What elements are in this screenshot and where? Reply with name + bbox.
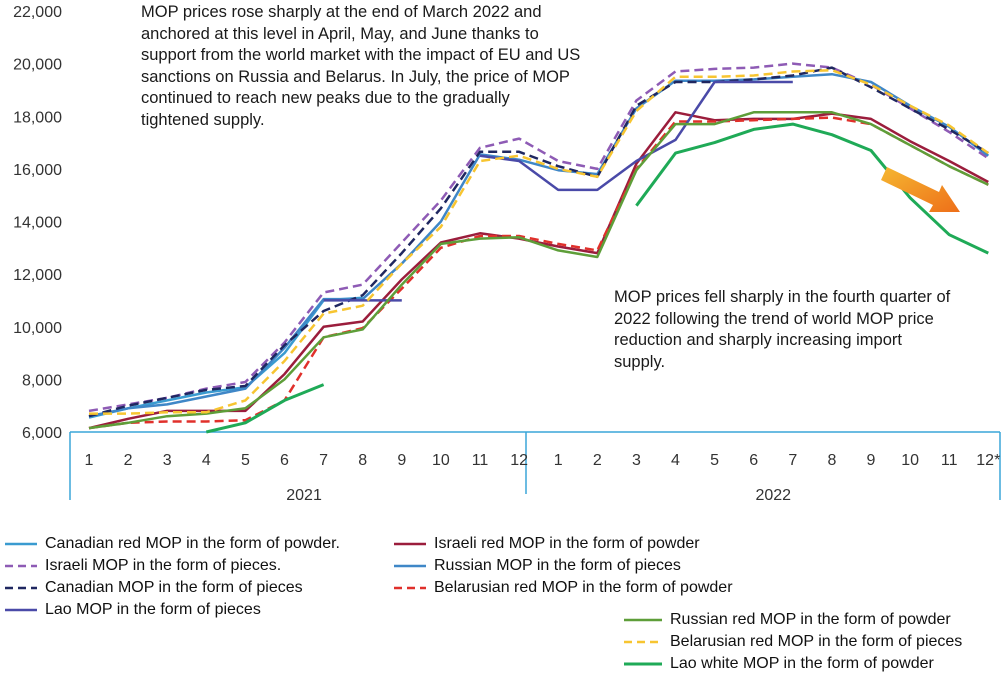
legend-label: Lao MOP in the form of pieces <box>45 601 261 618</box>
series-segment <box>88 72 990 418</box>
legend-item: Belarusian red MOP in the form of pieces <box>624 632 962 652</box>
year-label: 2021 <box>286 487 322 504</box>
annotation-fall: MOP prices fell sharply in the fourth qu… <box>614 288 951 371</box>
series-line <box>88 116 989 430</box>
x-tick-label: 9 <box>397 452 406 469</box>
y-tick-label: 6,000 <box>22 425 62 442</box>
legend-swatch <box>624 618 662 622</box>
series-segment <box>88 116 989 430</box>
arrow-icon <box>881 167 960 212</box>
x-tick-label: 3 <box>632 452 641 469</box>
legend-swatch <box>624 640 662 644</box>
legend-label: Canadian red MOP in the form of powder. <box>45 535 340 552</box>
series-segment <box>205 383 325 434</box>
x-tick-label: 6 <box>280 452 289 469</box>
series-segment <box>88 111 989 430</box>
x-tick-label: 8 <box>358 452 367 469</box>
legend-swatch <box>5 608 37 612</box>
series-segment <box>88 62 989 413</box>
legend-label: Israeli red MOP in the form of powder <box>434 535 700 552</box>
legend-item: Belarusian red MOP in the form of powder <box>394 578 733 598</box>
x-tick-label: 1 <box>85 452 94 469</box>
series-segment <box>635 122 989 255</box>
x-tick-label: 5 <box>241 452 250 469</box>
x-tick-label: 10 <box>901 452 919 469</box>
series-line <box>88 62 989 413</box>
y-tick-label: 22,000 <box>13 4 62 21</box>
legend-label: Russian MOP in the form of pieces <box>434 557 681 574</box>
legend-item: Canadian red MOP in the form of powder. <box>5 534 340 554</box>
x-tick-label: 12 <box>510 452 528 469</box>
series-line <box>88 72 990 418</box>
y-tick-label: 16,000 <box>13 162 62 179</box>
legend-label: Belarusian red MOP in the form of powder <box>434 579 733 596</box>
legend-item: Israeli MOP in the form of pieces. <box>5 556 281 576</box>
x-tick-label: 8 <box>827 452 836 469</box>
legend-swatch <box>624 662 662 666</box>
x-tick-label: 2 <box>124 452 133 469</box>
x-tick-label: 4 <box>671 452 680 469</box>
x-tick-label: 1 <box>554 452 563 469</box>
annotation-rise: MOP prices rose sharply at the end of Ma… <box>141 3 581 129</box>
legend-item: Russian MOP in the form of pieces <box>394 556 681 576</box>
y-tick-label: 20,000 <box>13 57 62 74</box>
series-segment <box>89 68 990 415</box>
legend-item: Lao MOP in the form of pieces <box>5 600 261 620</box>
series-line <box>205 122 989 434</box>
legend-label: Belarusian red MOP in the form of pieces <box>670 633 963 650</box>
legend-item: Lao white MOP in the form of powder <box>624 654 934 674</box>
x-tick-label: 3 <box>163 452 172 469</box>
legend-swatch <box>5 586 37 590</box>
series-line <box>89 68 990 415</box>
x-tick-label: 11 <box>472 452 489 469</box>
legend-swatch <box>394 542 426 546</box>
series-line <box>88 111 989 430</box>
x-tick-label: 6 <box>749 452 758 469</box>
x-tick-label: 7 <box>788 452 797 469</box>
series-layer <box>88 62 990 434</box>
x-tick-label: 10 <box>432 452 450 469</box>
legend-item: Canadian MOP in the form of pieces <box>5 578 303 598</box>
y-tick-label: 14,000 <box>13 215 62 232</box>
down-trend-arrow <box>881 167 960 212</box>
x-tick-label: 9 <box>867 452 876 469</box>
x-tick-label: 5 <box>710 452 719 469</box>
series-segment <box>88 111 989 430</box>
x-tick-label: 7 <box>319 452 328 469</box>
legend-swatch <box>5 564 37 568</box>
series-line <box>88 111 989 430</box>
y-tick-label: 18,000 <box>13 109 62 126</box>
legend-item: Israeli red MOP in the form of powder <box>394 534 700 554</box>
series-segment <box>479 80 793 192</box>
legend-swatch <box>394 564 426 568</box>
legend-swatch <box>5 542 37 546</box>
x-tick-label: 11 <box>941 452 958 469</box>
legend-item: Russian red MOP in the form of powder <box>624 610 951 630</box>
y-tick-label: 10,000 <box>13 320 62 337</box>
x-tick-label: 12* <box>976 452 1000 469</box>
legend-swatch <box>394 586 426 590</box>
y-tick-label: 12,000 <box>13 267 62 284</box>
x-tick-label: 2 <box>593 452 602 469</box>
legend-label: Canadian MOP in the form of pieces <box>45 579 303 596</box>
y-tick-label: 8,000 <box>22 372 62 389</box>
legend-label: Lao white MOP in the form of powder <box>670 655 934 672</box>
y-axis: 6,000 8,000 10,000 12,000 14,000 16,000 18,000… <box>13 4 62 442</box>
x-tick-label: 4 <box>202 452 211 469</box>
x-axis: 1 2 3 4 5 6 7 8 9 10 11 12 1 2 3 4 5 6 7 8 9 10 11 12*2021 2022 <box>69 431 1001 504</box>
year-label: 2022 <box>755 487 791 504</box>
legend-label: Russian red MOP in the form of powder <box>670 611 951 628</box>
legend-label: Israeli MOP in the form of pieces. <box>45 557 282 574</box>
